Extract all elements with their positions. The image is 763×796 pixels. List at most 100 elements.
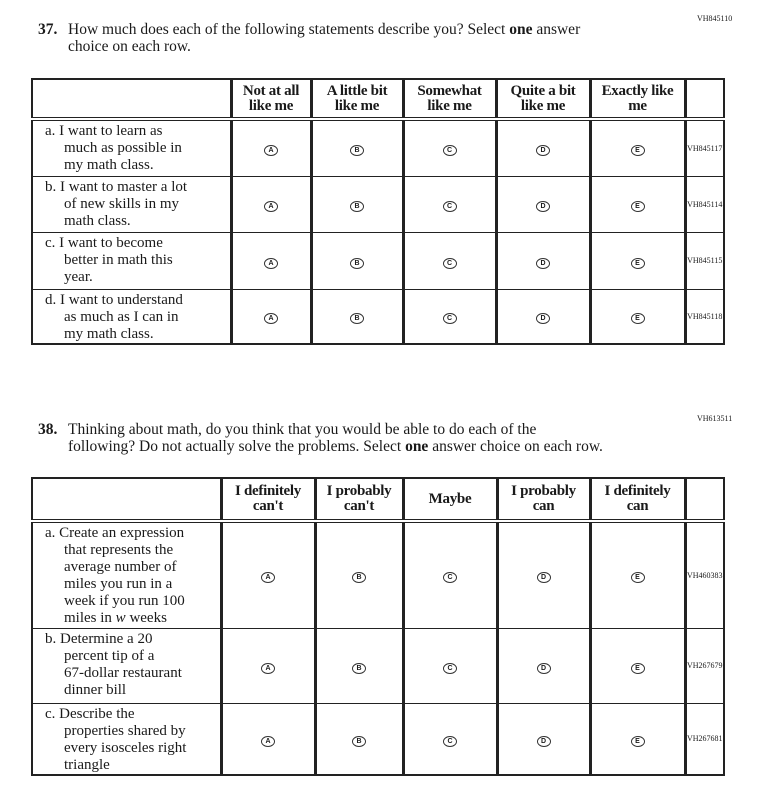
prompt-text: choice on each row. [68, 38, 191, 55]
statement-line: triangle [64, 756, 110, 773]
answer-cell: A [219, 627, 316, 704]
header-option-a: I definitely can't [219, 477, 316, 523]
header-option-d: I probably can [495, 477, 591, 523]
answer-cell: B [309, 175, 404, 233]
answer-cell: A [219, 520, 316, 629]
answer-bubble-e[interactable]: E [630, 145, 645, 157]
answer-bubble-a[interactable]: A [261, 662, 275, 674]
question-37-prompt: 37. How much does each of the following s… [38, 21, 688, 55]
answer-cell: E [588, 175, 686, 233]
answer-cell: D [494, 118, 591, 177]
question-number: 38. [38, 421, 58, 438]
answer-bubble-b[interactable]: B [350, 201, 364, 212]
answer-bubble-a[interactable]: A [264, 313, 278, 325]
table-row: b. I want to master a lot of new skills i… [31, 175, 725, 233]
answer-bubble-e[interactable]: E [630, 313, 645, 325]
answer-bubble-d[interactable]: D [536, 735, 551, 747]
row-statement: b. Determine a 20 percent tip of a 67-doll… [31, 627, 222, 704]
statement-line: of new skills in my [64, 195, 179, 212]
answer-cell: D [494, 231, 591, 290]
answer-bubble-c[interactable]: C [442, 257, 457, 269]
question-38-table: I definitely can't I probably can't Maybe … [31, 477, 725, 776]
row-item-id: VH267679 [683, 627, 725, 704]
answer-cell: B [309, 288, 404, 345]
answer-cell: A [219, 702, 316, 775]
answer-cell: C [401, 520, 498, 629]
row-statement: c. I want to become better in math this ye… [31, 231, 232, 290]
header-option-d: Quite a bit like me [494, 78, 591, 121]
answer-cell: D [495, 702, 591, 775]
statement-line: properties shared by [64, 722, 186, 739]
header-id [683, 78, 725, 121]
row-item-id: VH845114 [683, 175, 725, 233]
header-option-e: I definitely can [588, 477, 686, 523]
answer-bubble-d[interactable]: D [536, 201, 550, 212]
row-item-id: VH845117 [683, 118, 725, 177]
answer-bubble-d[interactable]: D [536, 313, 550, 325]
statement-line: every isosceles right [64, 739, 187, 756]
statement-line: dinner bill [64, 681, 127, 698]
answer-bubble-e[interactable]: E [630, 257, 645, 269]
answer-bubble-d[interactable]: D [536, 572, 551, 584]
answer-bubble-e[interactable]: E [630, 572, 645, 584]
statement-line: week if you run 100 [64, 593, 185, 609]
prompt-text: answer [532, 21, 581, 38]
prompt-text: Thinking about math, do you think that y… [68, 421, 537, 438]
header-option-e: Exactly like me [588, 78, 686, 121]
answer-bubble-b[interactable]: B [350, 313, 364, 325]
statement-line: 67-dollar restaurant [64, 664, 182, 681]
answer-cell: C [401, 627, 498, 704]
statement-line: math class. [64, 212, 131, 229]
answer-bubble-c[interactable]: C [443, 572, 457, 584]
header-option-a: Not at all like me [229, 78, 312, 121]
answer-cell: E [588, 520, 686, 629]
answer-bubble-d[interactable]: D [536, 662, 551, 674]
question-37-table: Not at all like me A little bit like me So… [31, 78, 725, 345]
answer-bubble-e[interactable]: E [630, 735, 645, 747]
answer-cell: E [588, 231, 686, 290]
answer-bubble-c[interactable]: C [442, 145, 457, 157]
answer-bubble-e[interactable]: E [630, 201, 645, 212]
answer-cell: D [495, 627, 591, 704]
answer-bubble-a[interactable]: A [264, 257, 278, 269]
answer-bubble-b[interactable]: B [352, 662, 366, 674]
answer-bubble-a[interactable]: A [261, 572, 275, 584]
row-item-id: VH845118 [683, 288, 725, 345]
answer-bubble-c[interactable]: C [443, 735, 457, 747]
answer-bubble-a[interactable]: A [264, 201, 278, 212]
answer-cell: A [229, 118, 312, 177]
statement-line: percent tip of a [64, 647, 155, 664]
header-id [683, 477, 725, 523]
answer-bubble-b[interactable]: B [352, 572, 366, 584]
answer-cell: D [494, 288, 591, 345]
answer-bubble-b[interactable]: B [350, 145, 364, 157]
answer-bubble-a[interactable]: A [264, 145, 278, 157]
answer-cell: C [401, 231, 497, 290]
answer-bubble-e[interactable]: E [630, 662, 645, 674]
answer-bubble-d[interactable]: D [536, 145, 550, 157]
answer-bubble-c[interactable]: C [442, 313, 457, 325]
header-option-c: Maybe [401, 477, 498, 523]
header-option-b: A little bit like me [309, 78, 404, 121]
row-item-id: VH460383 [683, 520, 725, 629]
answer-cell: B [313, 520, 404, 629]
statement-line: miles in w weeks [64, 610, 167, 626]
header-blank [31, 477, 222, 523]
answer-bubble-c[interactable]: C [443, 662, 457, 674]
prompt-text: How much does each of the following stat… [68, 21, 510, 38]
answer-bubble-b[interactable]: B [352, 735, 366, 747]
answer-bubble-c[interactable]: C [442, 201, 457, 212]
answer-cell: C [401, 118, 497, 177]
row-statement: c. Describe the properties shared by every… [31, 702, 222, 775]
answer-cell: E [588, 288, 686, 345]
answer-bubble-a[interactable]: A [261, 735, 275, 747]
answer-bubble-b[interactable]: B [350, 257, 364, 269]
table-row: a. I want to learn as much as possible in… [31, 118, 725, 177]
row-statement: b. I want to master a lot of new skills i… [31, 175, 232, 233]
answer-cell: B [309, 118, 404, 177]
header-option-c: Somewhat like me [401, 78, 497, 121]
statement-line: a. I want to learn as [45, 123, 163, 139]
statement-line: b. I want to master a lot [45, 178, 188, 195]
answer-cell: E [588, 627, 686, 704]
answer-bubble-d[interactable]: D [536, 257, 550, 269]
